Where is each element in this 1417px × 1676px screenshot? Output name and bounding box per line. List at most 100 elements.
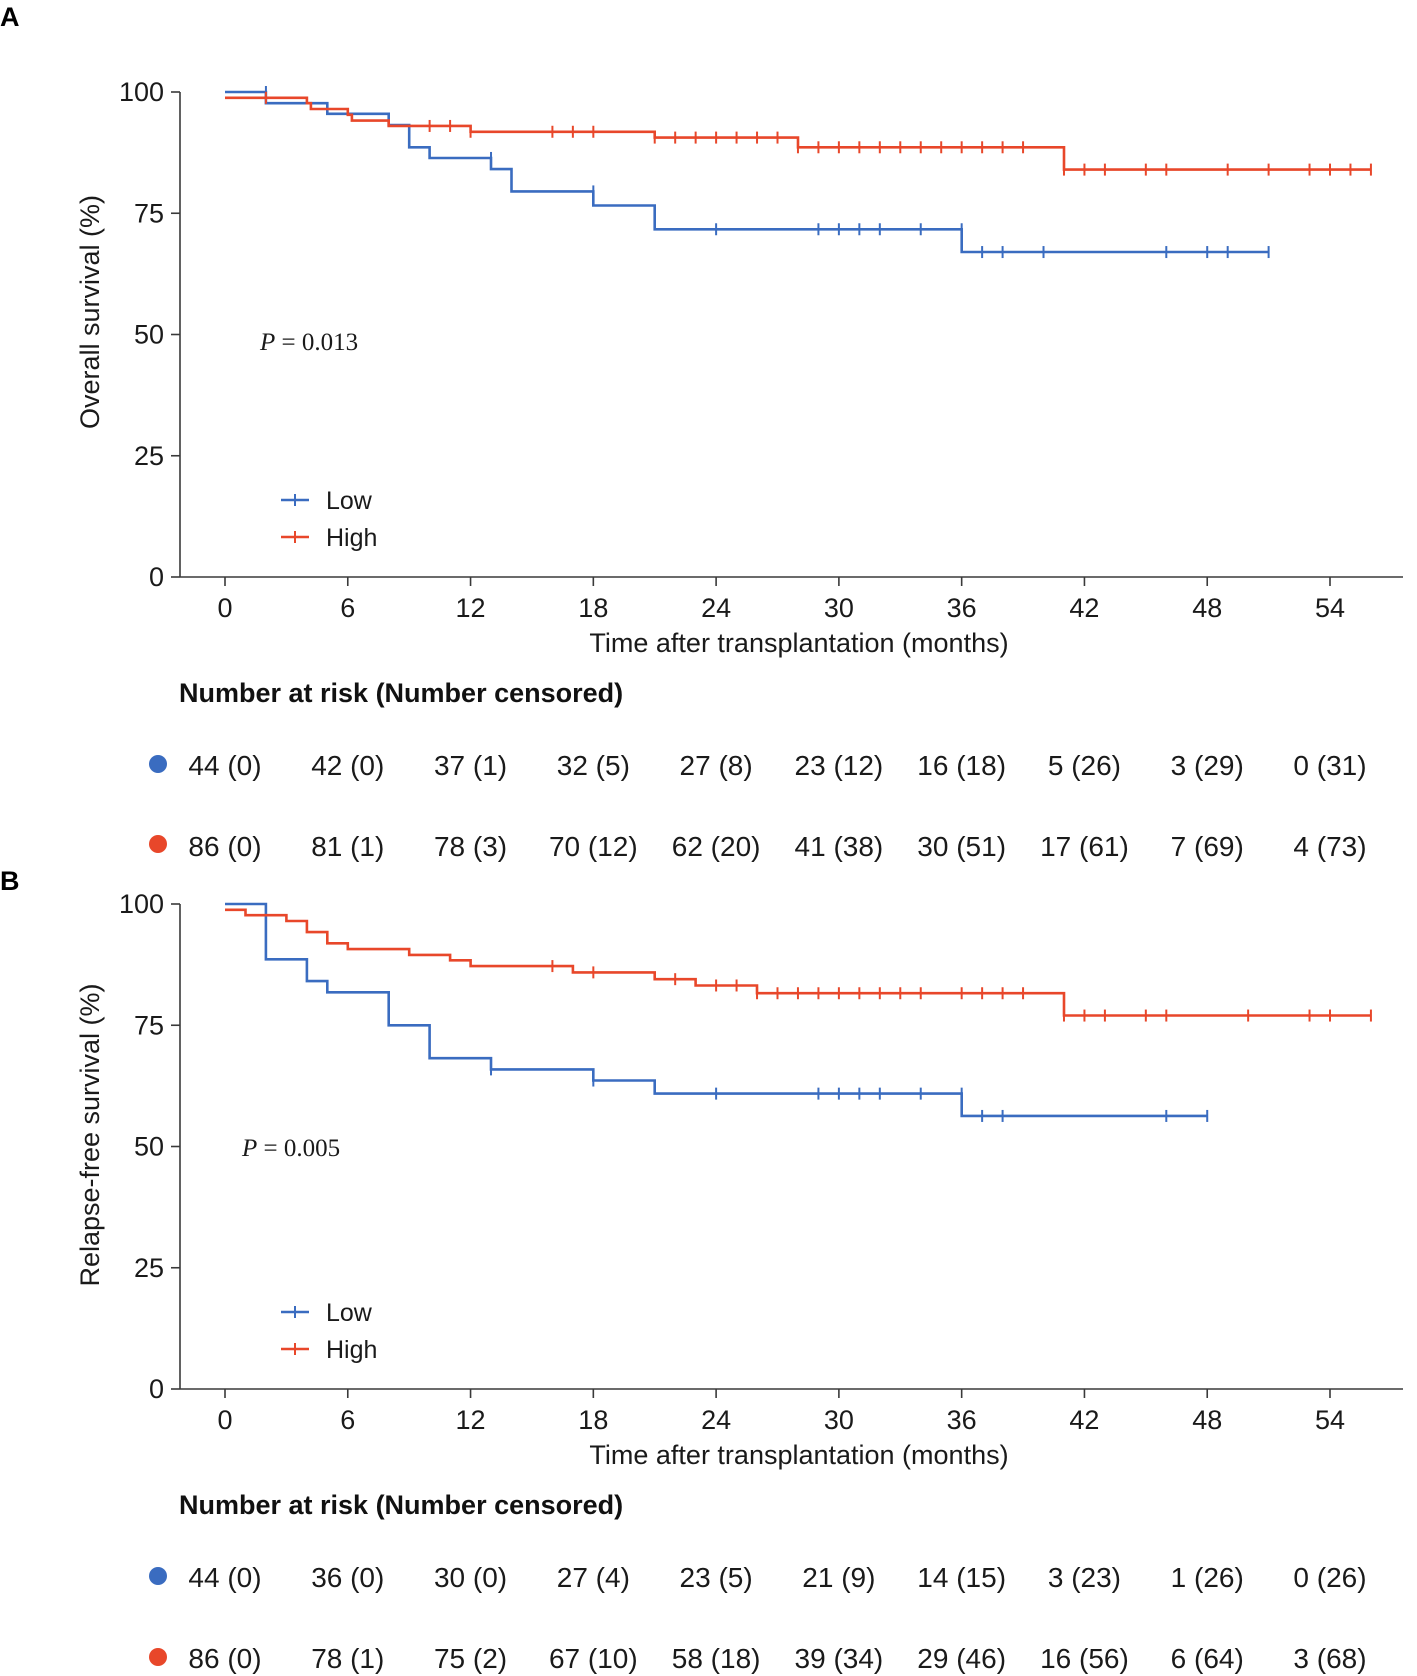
panel-a-x-tick-label: 18 [578,593,608,623]
svg-text:P = 0.013: P = 0.013 [259,329,358,356]
panel-b-risk-low-cell: 27 (4) [557,1562,630,1593]
panel-a-x-title: Time after transplantation (months) [589,628,1008,658]
panel-b-risk-high-dot [149,1648,167,1666]
panel-a-risk-low-cell: 16 (18) [917,750,1006,781]
panel-a-risk-high-cell: 70 (12) [549,831,638,862]
panel-b-x-tick-label: 18 [578,1405,608,1435]
panel-b-risk-high-cell: 3 (68) [1293,1643,1366,1674]
panel-b-risk-high-cell: 86 (0) [188,1643,261,1674]
panel-a-legend: Low High [281,487,377,552]
panel-b-x-tick-label: 48 [1192,1405,1222,1435]
panel-a-legend-low-label: Low [326,487,373,515]
panel-a-risk-low-dot [149,755,167,773]
panel-a-risk-high-cell: 17 (61) [1040,831,1129,862]
panel-b-x-tick-label: 54 [1315,1405,1345,1435]
panel-a-x-tick-label: 12 [456,593,486,623]
panel-a-x-tick-label: 48 [1192,593,1222,623]
panel-b-risk-low-cell: 30 (0) [434,1562,507,1593]
panel-a-risk-low-cell: 23 (12) [795,750,884,781]
panel-b-risk-low-cell: 21 (9) [802,1562,875,1593]
panel-b-risk-high-cell: 78 (1) [311,1643,384,1674]
panel-a-risk-high-cell: 30 (51) [917,831,1006,862]
panel-a-p-text: = 0.013 [275,329,358,356]
panel-a-risk-title: Number at risk (Number censored) [179,678,623,708]
panel-a-y-tick-label: 25 [134,441,164,471]
panel-b-y-tick-label: 75 [134,1010,164,1040]
panel-a-risk-low-cell: 3 (29) [1171,750,1244,781]
panel-a-risk-high-cell: 86 (0) [188,831,261,862]
panel-a-x-tick-label: 0 [217,593,232,623]
panel-a-risk-high-cell: 7 (69) [1171,831,1244,862]
panel-a-risk-high-cell: 41 (38) [795,831,884,862]
panel-b-risk-high-cell: 29 (46) [917,1643,1006,1674]
panel-a-risk-high-cell: 4 (73) [1293,831,1366,862]
panel-b-y-title: Relapse-free survival (%) [75,983,105,1286]
panel-b-p-text: = 0.005 [257,1135,340,1162]
panel-a-x-tick-label: 24 [701,593,731,623]
panel-b-risk-low-cell: 23 (5) [680,1562,753,1593]
panel-a-risk-high-cell: 62 (20) [672,831,761,862]
panel-b-x-tick-label: 24 [701,1405,731,1435]
panel-b-risk-low-cell: 1 (26) [1171,1562,1244,1593]
panel-b-p-value: P = 0.005 [241,1135,340,1162]
panel-a-risk-low-cell: 42 (0) [311,750,384,781]
panel-b-legend: Low High [281,1299,377,1364]
panel-b-x-title: Time after transplantation (months) [589,1440,1008,1470]
panel-b-x-tick-label: 36 [947,1405,977,1435]
panel-b-y-tick-label: 100 [119,889,164,919]
panel-b-risk-low-cell: 3 (23) [1048,1562,1121,1593]
panel-a-risk-low-cell: 0 (31) [1293,750,1366,781]
panel-a-risk-high-cell: 81 (1) [311,831,384,862]
panel-a-x-tick-label: 30 [824,593,854,623]
panel-b-legend-low-label: Low [326,1299,373,1327]
panel-b-p-symbol: P [241,1135,257,1162]
panel-b-risk-high-cell: 75 (2) [434,1643,507,1674]
panel-a-y-tick-label: 75 [134,198,164,228]
panel-a-legend-high-label: High [326,524,377,552]
panel-b-x-tick-label: 42 [1069,1405,1099,1435]
panel-a-p-symbol: P [259,329,275,356]
panel-a-low-curve [225,90,1269,254]
panel-b-legend-high-label: High [326,1336,377,1364]
panel-b-risk-low-cell: 44 (0) [188,1562,261,1593]
panel-b-x-tick-label: 12 [456,1405,486,1435]
panel-b-risk-low-cell: 36 (0) [311,1562,384,1593]
panel-a-risk-low-cell: 37 (1) [434,750,507,781]
panel-a-y-tick-label: 50 [134,320,164,350]
panel-b-risk-high-cell: 6 (64) [1171,1643,1244,1674]
panel-a-x-tick-label: 54 [1315,593,1345,623]
svg-text:P = 0.005: P = 0.005 [241,1135,340,1162]
panel-b-risk-title: Number at risk (Number censored) [179,1490,623,1520]
panel-a-risk-high-cell: 78 (3) [434,831,507,862]
panel-a-y-title: Overall survival (%) [75,195,105,429]
panel-a: A Overall survival (%) Time after transp… [0,2,1403,862]
panel-b-x-tick-label: 6 [340,1405,355,1435]
panel-b-risk-low-dot [149,1567,167,1585]
panel-a-p-value: P = 0.013 [259,329,358,356]
panel-a-risk-low-cell: 27 (8) [680,750,753,781]
panel-a-x-tick-label: 6 [340,593,355,623]
panel-a-x-tick-label: 36 [947,593,977,623]
panel-a-x-tick-label: 42 [1069,593,1099,623]
panel-b: B Relapse-free survival (%) Time after t… [0,866,1403,1674]
panel-b-y-tick-label: 50 [134,1132,164,1162]
panel-a-risk-low-cell: 44 (0) [188,750,261,781]
panel-a-label: A [0,2,20,32]
panel-a-y-tick-label: 0 [149,562,164,592]
panel-b-risk-high-cell: 67 (10) [549,1643,638,1674]
panel-b-risk-high-cell: 39 (34) [795,1643,884,1674]
panel-a-risk-low-cell: 5 (26) [1048,750,1121,781]
panel-b-risk-low-cell: 14 (15) [917,1562,1006,1593]
panel-b-label: B [0,866,20,896]
panel-a-risk-low-cell: 32 (5) [557,750,630,781]
panel-b-risk-high-cell: 58 (18) [672,1643,761,1674]
panel-a-y-tick-label: 100 [119,77,164,107]
panel-b-x-tick-label: 0 [217,1405,232,1435]
panel-b-risk-high-cell: 16 (56) [1040,1643,1129,1674]
panel-b-high-curve [225,908,1371,1017]
panel-b-x-tick-label: 30 [824,1405,854,1435]
panel-b-risk-low-cell: 0 (26) [1293,1562,1366,1593]
panel-a-high-curve [225,96,1371,171]
panel-b-low-curve [225,902,1208,1118]
